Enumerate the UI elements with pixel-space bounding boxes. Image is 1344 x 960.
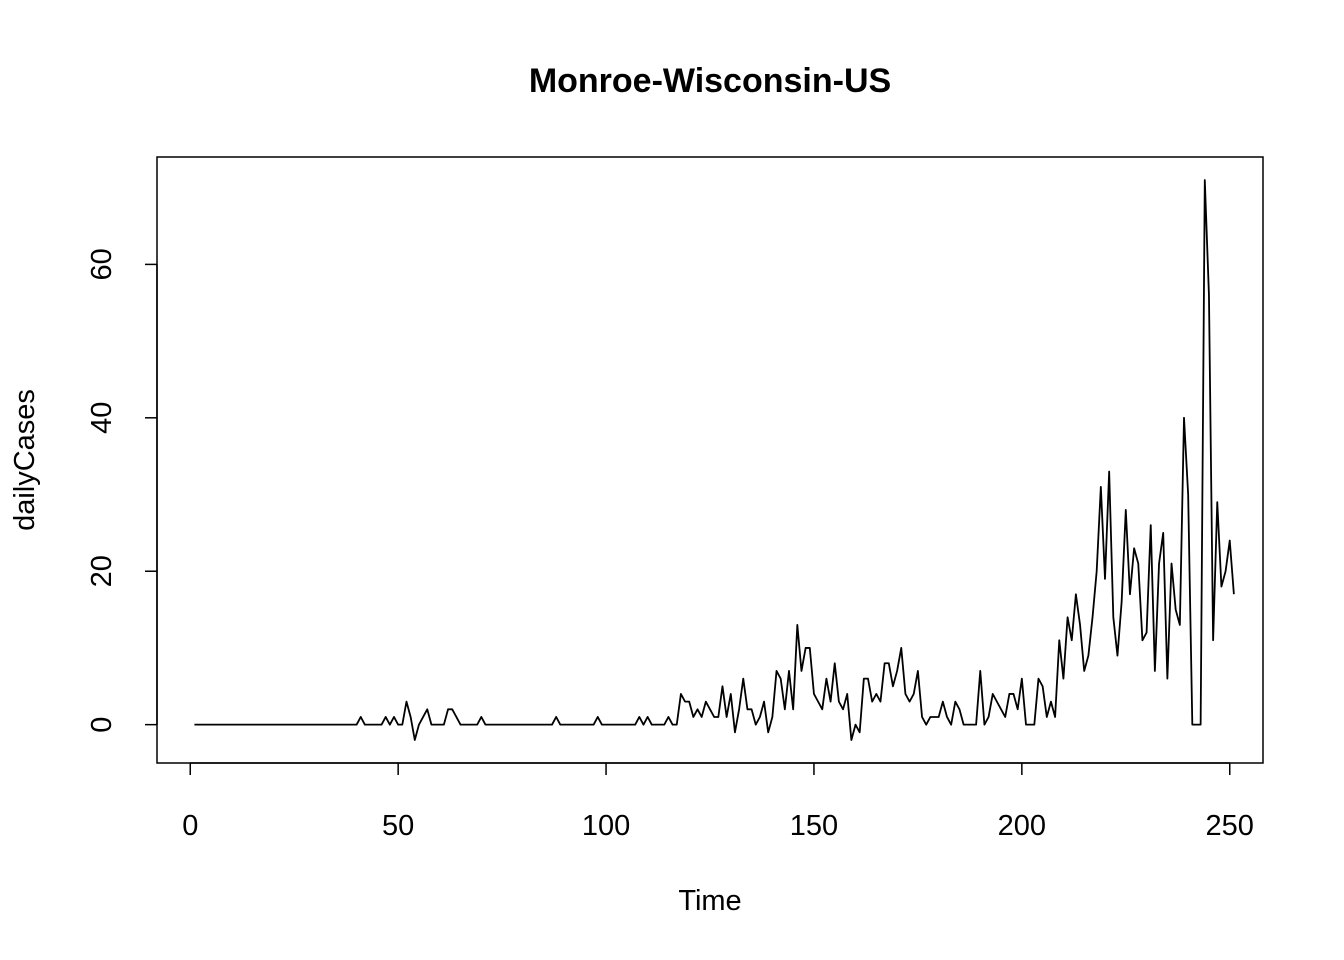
x-tick-label: 200 xyxy=(998,810,1046,842)
y-axis: 0 20 40 60 xyxy=(86,248,158,733)
x-tick-label: 150 xyxy=(790,810,838,842)
series-layer xyxy=(194,179,1235,741)
y-tick-label: 40 xyxy=(86,402,118,434)
x-tick-label: 0 xyxy=(182,810,198,842)
chart-title: Monroe-Wisconsin-US xyxy=(529,62,891,100)
y-tick-label: 20 xyxy=(86,555,118,587)
x-tick-label: 50 xyxy=(382,810,414,842)
y-axis-label: dailyCases xyxy=(9,389,41,531)
y-tick-label: 60 xyxy=(86,248,118,280)
x-tick-label: 100 xyxy=(582,810,630,842)
x-axis: 0 50 100 150 200 250 xyxy=(182,762,1254,842)
x-tick-label: 250 xyxy=(1206,810,1254,842)
series-line-0 xyxy=(194,179,1235,741)
x-axis-label: Time xyxy=(678,885,741,917)
plot-frame xyxy=(156,156,1264,764)
y-tick-label: 0 xyxy=(86,717,118,733)
